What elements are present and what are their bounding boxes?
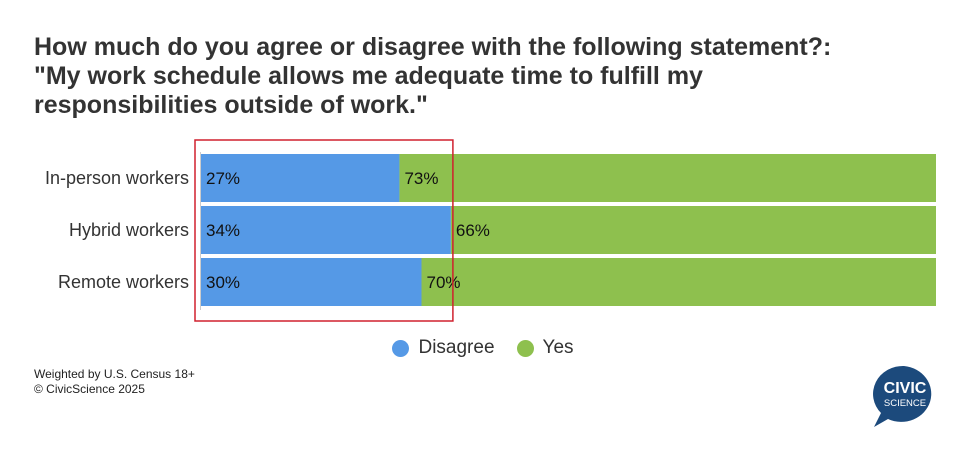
category-label-hybrid-workers: Hybrid workers — [69, 220, 189, 240]
data-label-disagree-remote-workers: 30% — [206, 273, 240, 292]
bar-yes-hybrid-workers — [450, 206, 936, 254]
category-label-in-person-workers: In-person workers — [45, 168, 189, 188]
data-label-yes-remote-workers: 70% — [427, 273, 461, 292]
category-label-remote-workers: Remote workers — [58, 272, 189, 292]
logo-text-civic: CIVIC — [884, 380, 927, 397]
footnote-weighting: Weighted by U.S. Census 18+ — [34, 367, 195, 381]
legend-label-disagree: Disagree — [418, 337, 495, 358]
legend-item-disagree[interactable]: Disagree — [392, 337, 495, 359]
legend-swatch-yes — [516, 339, 534, 357]
footnote: Weighted by U.S. Census 18+ © CivicScien… — [34, 367, 195, 397]
data-label-disagree-in-person-workers: 27% — [206, 169, 240, 188]
title-line-2: "My work schedule allows me adequate tim… — [34, 62, 703, 90]
title-line-3: responsibilities outside of work." — [34, 91, 428, 119]
logo-text-science: SCIENCE — [884, 398, 926, 409]
bar-yes-remote-workers — [421, 258, 936, 306]
footnote-copyright: © CivicScience 2025 — [34, 382, 145, 396]
logo-speech-bubble — [873, 365, 932, 427]
bar-disagree-remote-workers — [201, 258, 422, 306]
chart-legend: Disagree Yes — [0, 337, 966, 359]
legend-label-yes: Yes — [542, 337, 574, 358]
highlight-box — [194, 139, 454, 322]
title-line-1: How much do you agree or disagree with t… — [34, 33, 832, 61]
bar-yes-in-person-workers — [399, 154, 936, 202]
legend-swatch-disagree — [392, 339, 410, 357]
data-label-disagree-hybrid-workers: 34% — [206, 221, 240, 240]
legend-item-yes[interactable]: Yes — [516, 337, 574, 359]
bar-disagree-in-person-workers — [201, 154, 400, 202]
bar-disagree-hybrid-workers — [201, 206, 451, 254]
data-label-yes-hybrid-workers: 66% — [456, 221, 490, 240]
chart-title: How much do you agree or disagree with t… — [34, 33, 934, 120]
data-label-yes-in-person-workers: 73% — [404, 169, 438, 188]
civicscience-logo-icon: CIVIC SCIENCE — [873, 365, 932, 427]
